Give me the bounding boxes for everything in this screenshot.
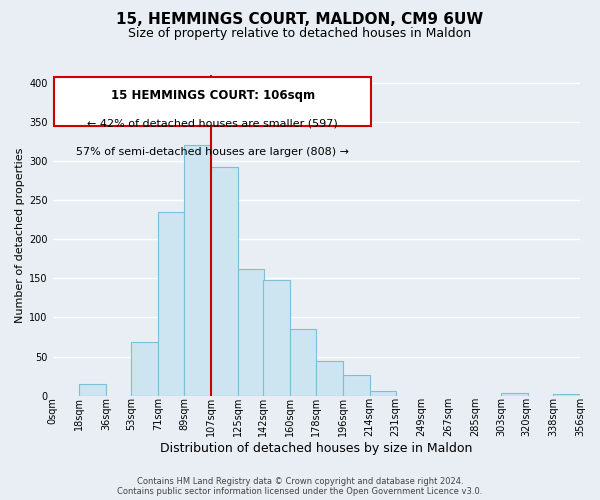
Text: Size of property relative to detached houses in Maldon: Size of property relative to detached ho… — [128, 28, 472, 40]
Bar — [290, 329, 316, 396]
Bar — [211, 168, 238, 396]
Bar — [370, 391, 397, 396]
Bar — [502, 394, 528, 396]
Text: ← 42% of detached houses are smaller (597): ← 42% of detached houses are smaller (59… — [87, 118, 338, 128]
Bar — [343, 374, 370, 396]
Text: 57% of semi-detached houses are larger (808) →: 57% of semi-detached houses are larger (… — [76, 147, 349, 157]
Bar — [263, 280, 290, 396]
Bar — [238, 269, 265, 396]
Text: 15 HEMMINGS COURT: 106sqm: 15 HEMMINGS COURT: 106sqm — [110, 90, 314, 102]
Text: 15, HEMMINGS COURT, MALDON, CM9 6UW: 15, HEMMINGS COURT, MALDON, CM9 6UW — [116, 12, 484, 28]
Bar — [131, 342, 158, 396]
Bar — [553, 394, 580, 396]
Text: Contains HM Land Registry data © Crown copyright and database right 2024.: Contains HM Land Registry data © Crown c… — [137, 477, 463, 486]
Bar — [158, 212, 184, 396]
Bar — [316, 362, 343, 396]
Y-axis label: Number of detached properties: Number of detached properties — [15, 148, 25, 323]
Text: Contains public sector information licensed under the Open Government Licence v3: Contains public sector information licen… — [118, 487, 482, 496]
X-axis label: Distribution of detached houses by size in Maldon: Distribution of detached houses by size … — [160, 442, 473, 455]
Bar — [79, 384, 106, 396]
Bar — [184, 146, 211, 396]
FancyBboxPatch shape — [54, 76, 371, 126]
